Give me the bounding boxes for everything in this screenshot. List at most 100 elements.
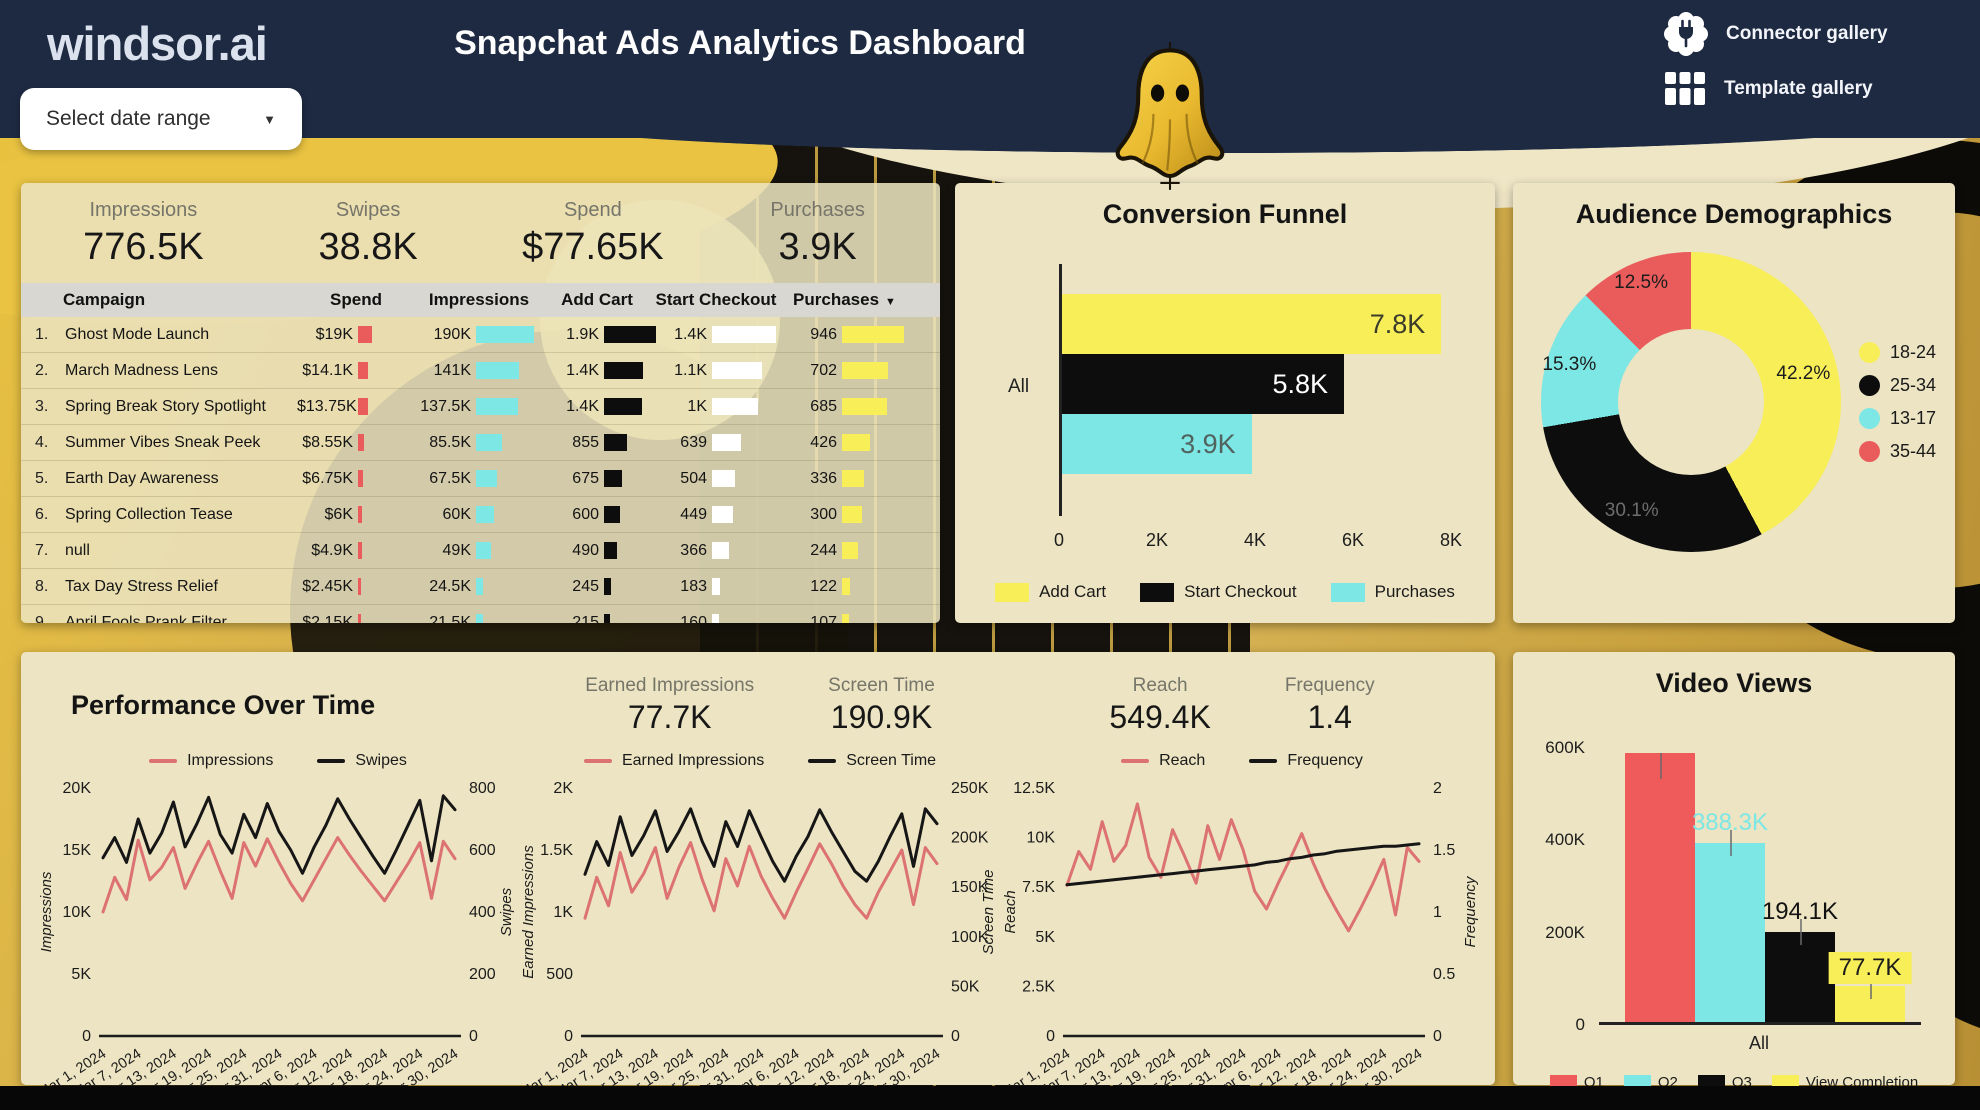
kpi-value: 38.8K (318, 226, 418, 268)
table-row[interactable]: 7. null $4.9K 49K 490 366 244 (21, 533, 940, 569)
cell-value: 107 (810, 613, 837, 624)
date-range-select[interactable]: Select date range ▼ (20, 88, 302, 150)
cell-value: 702 (810, 361, 837, 379)
template-gallery-link[interactable]: Template gallery (1662, 68, 1952, 110)
column-header-spend[interactable]: Spend (330, 290, 382, 309)
connector-plug-icon (1664, 12, 1708, 56)
funnel-bar-add-cart[interactable]: 7.8K (1062, 294, 1442, 354)
row-rank: 6. (35, 505, 49, 523)
campaign-table-header: Campaign Spend Impressions Add Cart Start Ch… (21, 283, 940, 317)
error-whisker (1870, 973, 1872, 999)
cell-bar (842, 542, 858, 559)
legend-item[interactable]: Start Checkout (1140, 582, 1297, 602)
kpi-value: 190.9K (830, 698, 933, 735)
campaign-summary-panel: Impressions 776.5K Swipes 38.8K Spend $77.65K… (21, 183, 940, 623)
table-row[interactable]: 1. Ghost Mode Launch $19K 190K 1.9K 1.4K 946 (21, 317, 940, 353)
table-row[interactable]: 8. Tax Day Stress Relief $2.45K 24.5K 245 183… (21, 569, 940, 605)
cell-bar (358, 578, 361, 595)
line-series[interactable] (583, 807, 939, 883)
table-row[interactable]: 5. Earth Day Awareness $6.75K 67.5K 675 504 33… (21, 461, 940, 497)
svg-text:250K: 250K (951, 780, 989, 797)
connector-gallery-link[interactable]: Connector gallery (1662, 10, 1952, 58)
legend-item[interactable]: 35-44 (1859, 441, 1936, 462)
cell-value: 1.4K (674, 325, 707, 343)
line-chart[interactable]: 20K 15K 10K 5K 0 800 600 400 200 0 Impressions Swip… (36, 774, 519, 1110)
cell-spend: $4.9K (297, 542, 415, 560)
sort-descending-icon: ▼ (885, 296, 896, 308)
line-series[interactable] (1065, 802, 1421, 933)
legend-item[interactable]: Add Cart (995, 582, 1106, 602)
video-bar-q3[interactable]: 194.1K (1762, 722, 1838, 1022)
legend-dot (1859, 408, 1880, 429)
line-series[interactable] (583, 841, 939, 920)
column-header-campaign[interactable]: Campaign (63, 290, 146, 309)
brand-logo[interactable]: windsor.ai (47, 17, 268, 70)
cell-bar (476, 398, 518, 415)
legend-item[interactable]: Earned Impressions (583, 752, 764, 770)
kpi-value: 1.4 (1307, 698, 1352, 735)
cell-value: 160 (680, 613, 707, 624)
kpi-label: Spend (563, 199, 622, 221)
legend-item[interactable]: Frequency (1249, 752, 1363, 770)
cell-purchases: 946 (781, 326, 908, 344)
cell-impressions: 67.5K (415, 470, 543, 488)
row-rank: 8. (35, 577, 49, 595)
legend-item[interactable]: Impressions (149, 752, 273, 770)
kpi-impressions: Impressions 776.5K (31, 199, 256, 269)
column-header-purchases[interactable]: Purchases ▼ (793, 290, 896, 309)
cell-add_cart: 490 (543, 542, 651, 560)
funnel-bar-purchases[interactable]: 3.9K (1062, 414, 1252, 474)
video-bar-q1[interactable] (1625, 722, 1695, 1022)
cell-value: 490 (572, 541, 599, 559)
legend-label: Add Cart (1039, 582, 1107, 601)
svg-text:0.5: 0.5 (1433, 966, 1455, 983)
row-rank: 1. (35, 325, 49, 343)
funnel-x-tick: 4K (1243, 530, 1267, 550)
line-chart[interactable]: 2K 1.5K 1K 500 0 250K 200K 150K 100K 50K 0 Earned I… (518, 774, 1001, 1110)
cell-value: 1.4K (566, 397, 599, 415)
video-bar-view-completion[interactable]: 77.7K (1828, 722, 1912, 1022)
legend-item[interactable]: Purchases (1330, 582, 1455, 602)
bar[interactable] (1695, 843, 1765, 1022)
legend-label: Purchases (1374, 582, 1455, 601)
table-row[interactable]: 2. March Madness Lens $14.1K 141K 1.4K 1.1K 70… (21, 353, 940, 389)
kpi-frequency: Frequency 1.4 (1285, 675, 1375, 736)
legend-item[interactable]: Swipes (317, 752, 407, 770)
legend-dot (1859, 375, 1880, 396)
funnel-bar-start-checkout[interactable]: 5.8K (1062, 354, 1345, 414)
legend-item[interactable]: 25-34 (1859, 375, 1936, 396)
svg-text:50K: 50K (951, 978, 980, 995)
cell-bar (604, 362, 643, 379)
table-row[interactable]: 3. Spring Break Story Spotlight $13.75K 137… (21, 389, 940, 425)
cell-bar (712, 326, 776, 343)
table-row[interactable]: 9. April Fools Prank Filter $2.15K 21.5K 215… (21, 605, 940, 623)
funnel-chart: All 7.8K 5.8K 3.9K (1008, 264, 1451, 516)
column-header-start-checkout[interactable]: Start Checkout (655, 290, 777, 309)
cell-bar (842, 398, 887, 415)
video-bar-q2[interactable]: 388.3K (1692, 722, 1768, 1022)
legend-item[interactable]: 18-24 (1859, 342, 1936, 363)
legend-item[interactable]: Screen Time (808, 752, 936, 770)
line-series[interactable] (101, 836, 457, 914)
bar[interactable] (1765, 932, 1835, 1022)
cell-spend: $8.55K (297, 434, 415, 452)
line-series[interactable] (101, 794, 457, 875)
table-row[interactable]: 6. Spring Collection Tease $6K 60K 600 449 300 (21, 497, 940, 533)
bar[interactable] (1625, 753, 1695, 1022)
perf-chart-header: Performance Over Time (37, 662, 519, 748)
bottom-black-strip (0, 1086, 1980, 1110)
table-row[interactable]: 4. Summer Vibes Sneak Peek $8.55K 85.5K 855 6… (21, 425, 940, 461)
line-series[interactable] (1065, 842, 1421, 887)
demographics-donut-chart[interactable]: 42.2% 30.1% 15.3% 12.5% (1535, 246, 1847, 558)
donut-ring[interactable] (1541, 252, 1841, 552)
video-y-tick: 200K (1545, 922, 1585, 942)
svg-text:12.5K: 12.5K (1013, 780, 1055, 797)
cell-spend: $2.15K (297, 614, 415, 623)
column-header-add-cart[interactable]: Add Cart (561, 290, 633, 309)
funnel-x-tick: 8K (1439, 530, 1463, 550)
legend-item[interactable]: 13-17 (1859, 408, 1936, 429)
column-header-impressions[interactable]: Impressions (428, 290, 530, 309)
legend-item[interactable]: Reach (1121, 752, 1205, 770)
line-legend: Earned Impressions Screen Time (519, 748, 1001, 774)
line-chart[interactable]: 12.5K 10K 7.5K 5K 2.5K 0 2 1.5 1 0.5 0 Reach Frequen… (1000, 774, 1483, 1110)
